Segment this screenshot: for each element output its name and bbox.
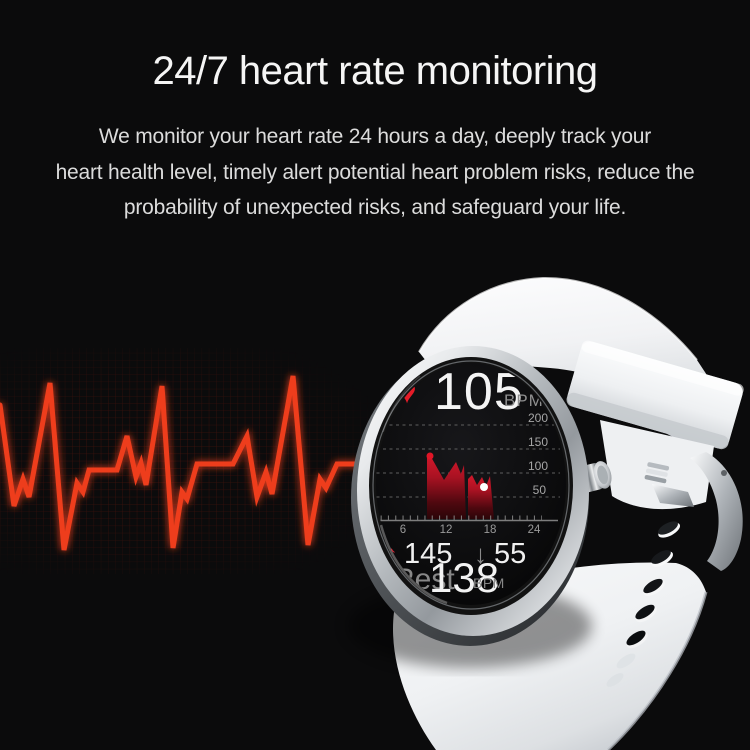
bezel-inner-rim [372,360,570,610]
ecg-waveform [0,375,371,551]
hr-area-block-1 [427,455,466,519]
ecg-section [0,348,371,574]
strap-keeper-loop [566,340,744,450]
description-line-3: probability of unexpected risks, and saf… [123,196,627,219]
page-title: 24/7 heart rate monitoring [152,48,598,93]
x-axis-label-18: 18 [484,524,497,536]
x-axis-label-12: 12 [440,524,453,536]
x-axis-label-24: 24 [528,524,541,536]
bpm-unit-label: BPM [504,391,544,410]
y-axis-label-200: 200 [528,411,548,425]
glass-highlight [379,524,448,605]
min-bpm-value: 55 [494,538,526,570]
current-bpm-value: 105 [434,363,524,421]
marker-dot-red [426,452,434,460]
heart-rate-app: ♥ 105 BPM 200 150 100 50 [376,363,560,601]
y-axis-label-50: 50 [533,483,547,497]
buckle-metal-tip [644,462,670,484]
min-arrow-icon: ↓ [474,539,487,569]
description-line-1: We monitor your heart rate 24 hours a da… [98,125,652,148]
watch-buckle-assembly [600,420,743,571]
buckle-frame [690,452,743,571]
watch-top-strap [418,276,744,452]
x-axis-label-6: 6 [400,524,406,536]
y-axis-label-100: 100 [528,459,548,473]
hr-chart: 200 150 100 50 0 6 12 18 24 [376,411,560,536]
buckle-pin [721,470,727,476]
buckle-prong [652,484,694,507]
rest-bpm-value: 138 [429,554,499,601]
hr-area-block-2 [468,475,494,519]
marker-dot-white [480,483,488,491]
page-description: We monitor your heart rate 24 hours a da… [0,119,750,226]
max-bpm-value: 145 [404,538,452,570]
description-line-2: heart health level, timely alert potenti… [55,160,695,184]
y-axis-label-150: 150 [528,435,548,449]
glass-highlight-top [382,375,421,433]
rest-bpm-unit: BPM [473,575,505,591]
